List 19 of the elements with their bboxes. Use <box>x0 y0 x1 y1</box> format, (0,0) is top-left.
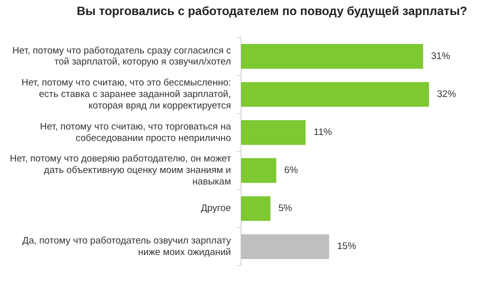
bar <box>241 82 429 107</box>
y-tick-label: Нет, потому что считаю, что торговаться на собеседовании просто неприлично <box>40 121 232 144</box>
y-tick-label: Нет, потому что доверяю работодателю, он может дать объективную оценку моим знаниям и навыкам <box>10 154 232 188</box>
y-tick-label: Нет, потому что работодатель сразу согласился с той зарплатой, которую я озвучил/хотел <box>12 45 232 68</box>
data-label: 5% <box>278 203 293 214</box>
y-tick-label: Другое <box>200 203 231 214</box>
data-label: 11% <box>314 127 332 138</box>
y-tick-label: Да, потому что работодатель озвучил зарплату ниже моих ожиданий <box>22 236 232 258</box>
bar <box>241 158 276 183</box>
bar <box>241 120 306 145</box>
bar <box>241 234 330 259</box>
bar <box>241 196 270 221</box>
y-tick-label: Нет, потому что считаю, что это бессмысленно: есть ставка с заранее заданной зарплатой, которая вряд ли корректируется <box>21 78 231 112</box>
data-label: 32% <box>437 89 457 100</box>
chart-title: Вы торговались с работодателем по поводу будущей зарплаты? <box>76 3 468 20</box>
data-label: 15% <box>337 241 357 252</box>
bar <box>241 44 424 69</box>
data-label: 31% <box>431 51 451 62</box>
data-label: 6% <box>284 165 299 176</box>
